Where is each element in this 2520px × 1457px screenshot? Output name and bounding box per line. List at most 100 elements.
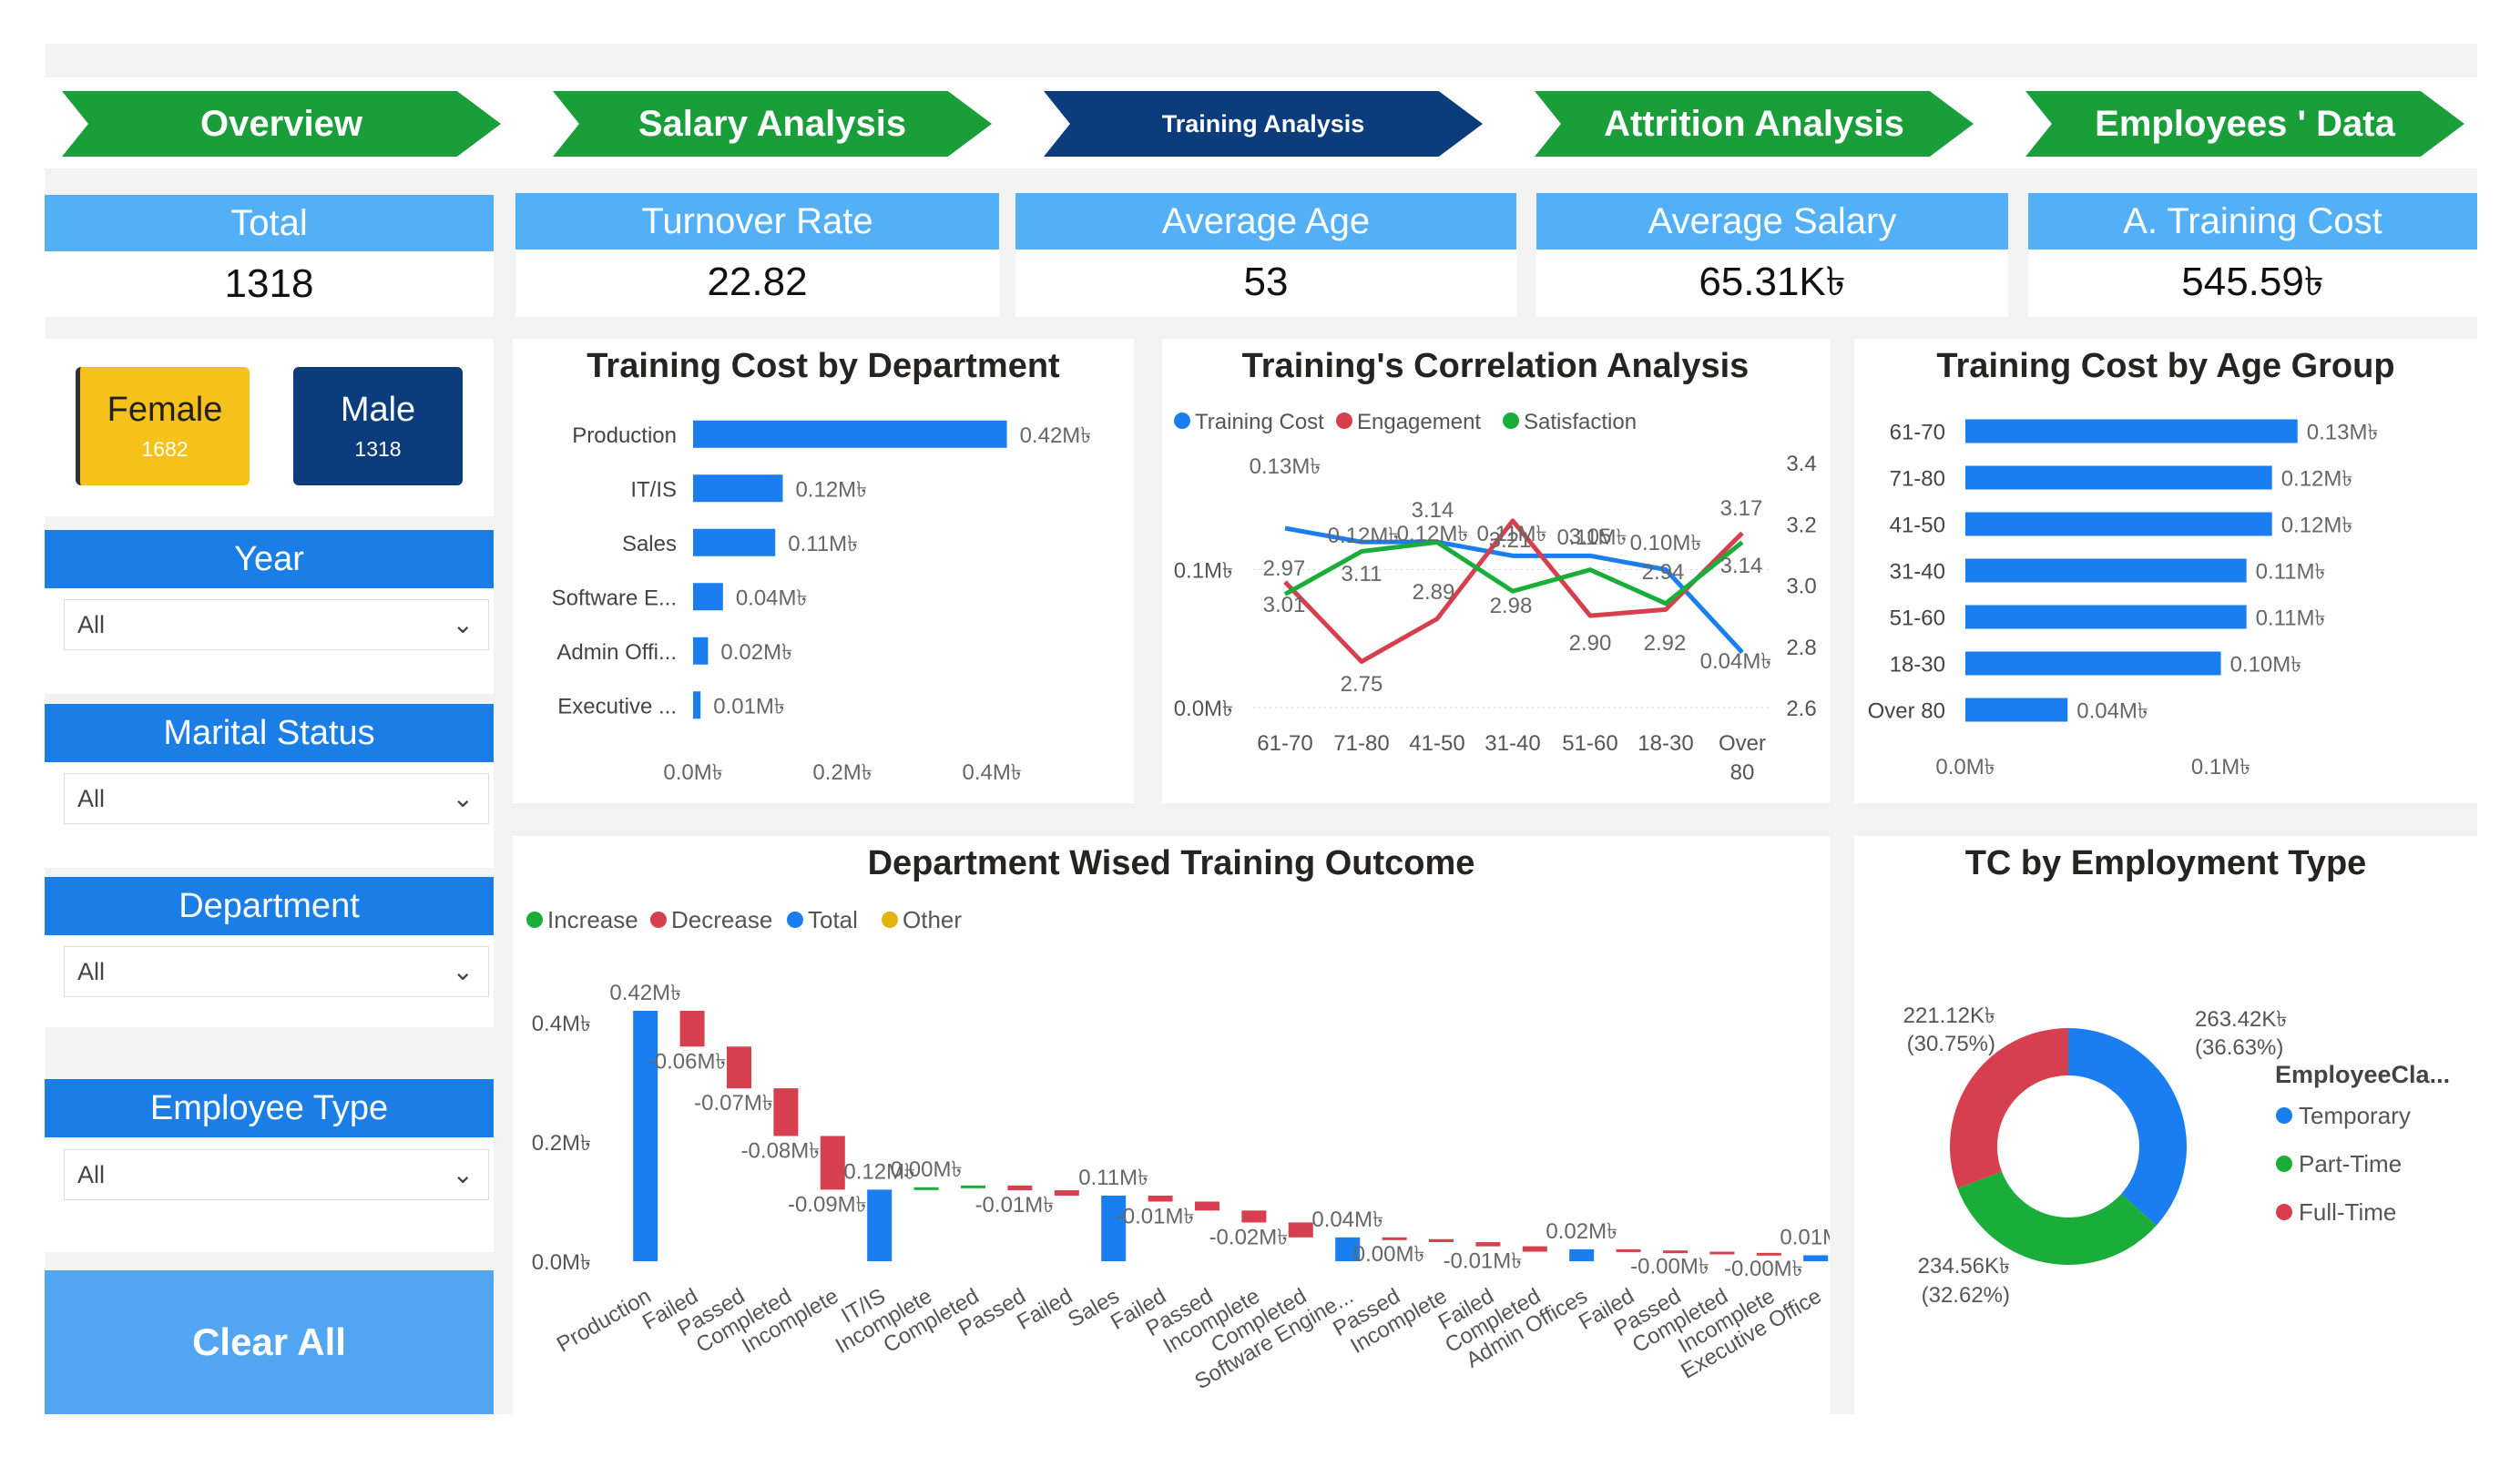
- bar: [693, 637, 709, 665]
- nav-attrition-analysis-button[interactable]: Attrition Analysis: [1535, 91, 1974, 157]
- data-label: 3.17: [1720, 496, 1763, 521]
- data-label: 2.75: [1341, 672, 1383, 697]
- x-tick-label: 0.1M৳: [2191, 755, 2250, 779]
- female-button[interactable]: Female 1682: [76, 367, 250, 485]
- legend-marker: [526, 912, 543, 928]
- kpi-average-age-value: 53: [1243, 260, 1289, 304]
- waterfall-bar: [961, 1185, 985, 1188]
- bar: [1965, 558, 2247, 583]
- male-button[interactable]: Male 1318: [293, 367, 463, 485]
- employee-type-filter-title: Employee Type: [45, 1079, 494, 1137]
- kpi-training-cost-label: A. Training Cost: [2028, 193, 2477, 250]
- data-label: 2.90: [1569, 631, 1612, 656]
- waterfall-bar: [633, 1011, 658, 1261]
- bar: [1965, 698, 2068, 722]
- series-line: [1283, 518, 1744, 665]
- data-label: 0.12M৳: [2281, 467, 2353, 492]
- waterfall-bar: [1054, 1190, 1079, 1196]
- category-label: Admin Offi...: [556, 640, 677, 665]
- legend-marker: [2276, 1204, 2292, 1220]
- category-label: 31-40: [1890, 560, 1945, 585]
- legend-marker: [1503, 413, 1519, 429]
- data-label: 0.10M৳: [2230, 653, 2302, 678]
- donut-slice: [1950, 1028, 2068, 1188]
- bar: [1965, 419, 2298, 443]
- waterfall-bar: [1429, 1238, 1454, 1243]
- category-label: IT/IS: [630, 477, 677, 502]
- category-label: Production: [572, 423, 677, 448]
- legend-label: Increase: [547, 906, 638, 933]
- department-select-value: All: [77, 957, 106, 985]
- y-right-tick: 3.4: [1786, 452, 1816, 476]
- department-select[interactable]: All ⌄: [64, 946, 489, 997]
- data-label: 0.10M৳: [1630, 531, 1702, 555]
- chart-title: Department Wised Training Outcome: [868, 844, 1475, 882]
- year-select[interactable]: All ⌄: [64, 599, 489, 650]
- x-tick-label: 18-30: [1637, 731, 1693, 756]
- kpi-total-card: Total 1318: [45, 195, 494, 317]
- category-label: 61-70: [1890, 421, 1945, 445]
- nav-employees-data-button[interactable]: Employees ' Data: [2025, 91, 2464, 157]
- nav-training-analysis-button[interactable]: Training Analysis: [1044, 91, 1483, 157]
- data-label: 0.01M৳: [1780, 1225, 1830, 1249]
- waterfall-bar: [1288, 1222, 1313, 1238]
- category-label: Software E...: [552, 586, 677, 610]
- waterfall-bar: [1241, 1210, 1267, 1223]
- data-label: 2.92: [1644, 631, 1687, 656]
- data-label: 0.01M৳: [713, 694, 785, 718]
- category-label: Sales: [622, 532, 677, 556]
- year-filter-title: Year: [45, 530, 494, 588]
- data-label: 0.02M৳: [1546, 1219, 1617, 1244]
- data-label: 234.56K৳: [1918, 1254, 2010, 1279]
- nav-overview-button[interactable]: Overview: [62, 91, 501, 157]
- waterfall-bar: [1382, 1237, 1407, 1240]
- kpi-turnover-value: 22.82: [707, 260, 808, 304]
- marital-status-select[interactable]: All ⌄: [64, 773, 489, 824]
- dept-chart-panel: Training Cost by Department Production 0.4…: [513, 339, 1134, 803]
- waterfall-chart: Department Wised Training Outcome Increas…: [526, 844, 1852, 1394]
- data-label: 0.11M৳: [1078, 1166, 1148, 1190]
- waterfall-bar: [1709, 1251, 1735, 1255]
- data-label: 3.11: [1342, 562, 1382, 586]
- data-label: 0.02M৳: [720, 640, 792, 665]
- waterfall-bar: [1335, 1237, 1361, 1261]
- waterfall-bar: [1756, 1252, 1781, 1256]
- y-right-tick: 2.6: [1786, 697, 1816, 721]
- kpi-average-salary-label: Average Salary: [1536, 193, 2008, 250]
- waterfall-bar: [679, 1011, 705, 1047]
- data-label: 0.12M৳: [795, 477, 867, 502]
- data-label: -0.00M৳: [1630, 1255, 1709, 1279]
- data-label: 0.11M৳: [2256, 560, 2326, 585]
- legend-label: Full-Time: [2299, 1198, 2396, 1226]
- data-label: 0.42M৳: [1020, 423, 1092, 448]
- data-label: 2.97: [1263, 556, 1306, 581]
- bar: [693, 474, 783, 503]
- data-label: 0.12M৳: [2281, 514, 2353, 538]
- waterfall-bar: [1522, 1246, 1547, 1252]
- y-right-tick: 2.8: [1786, 636, 1816, 660]
- x-tick-label: 0.0M৳: [1935, 755, 1995, 779]
- legend-marker: [2276, 1107, 2292, 1124]
- kpi-average-salary-value: 65.31K৳: [1699, 260, 1846, 304]
- data-label: -0.07M৳: [694, 1091, 773, 1116]
- data-label: 0.42M৳: [609, 981, 681, 1005]
- clear-all-button[interactable]: Clear All: [45, 1270, 494, 1414]
- category-label: 51-60: [1890, 606, 1945, 631]
- x-tick-label: 41-50: [1409, 731, 1464, 756]
- marital-status-filter-title: Marital Status: [45, 704, 494, 762]
- waterfall-bar: [1663, 1250, 1688, 1254]
- bar: [1965, 512, 2272, 536]
- x-tick-label: 0.2M৳: [812, 760, 872, 785]
- employee-type-select[interactable]: All ⌄: [64, 1149, 489, 1200]
- data-label: 3.05: [1569, 525, 1612, 549]
- female-label: Female: [107, 391, 223, 429]
- data-label: -0.01M৳: [1444, 1249, 1523, 1274]
- chart-title: Training's Correlation Analysis: [1242, 347, 1750, 385]
- waterfall-chart-panel: Department Wised Training Outcome Increas…: [513, 836, 1852, 1414]
- nav-salary-analysis-button[interactable]: Salary Analysis: [553, 91, 992, 157]
- kpi-average-age-label: Average Age: [1015, 193, 1516, 250]
- kpi-average-age-card: Average Age 53: [1015, 193, 1516, 317]
- kpi-training-cost-value: 545.59৳: [2181, 260, 2324, 304]
- waterfall-bar: [1475, 1242, 1501, 1247]
- legend-label: Training Cost: [1195, 410, 1324, 434]
